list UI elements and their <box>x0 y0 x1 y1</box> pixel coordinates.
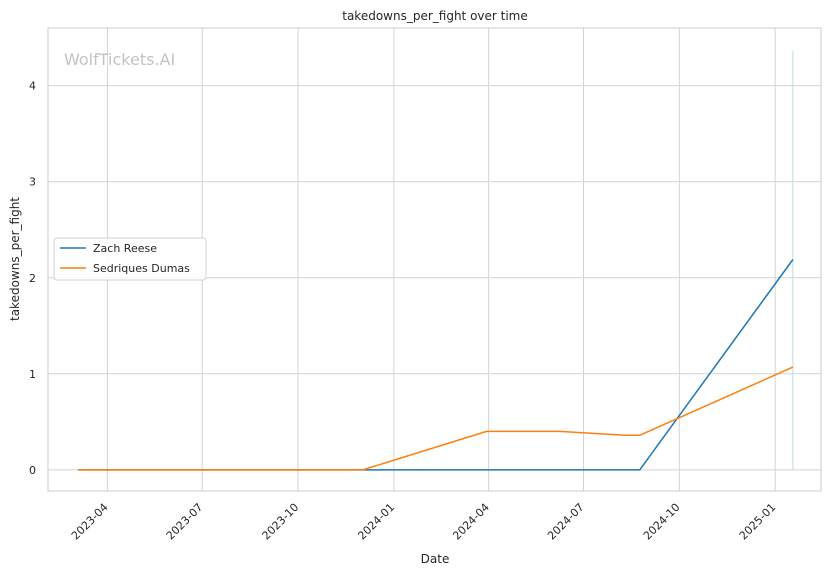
x-tick-label: 2023-04 <box>69 501 111 543</box>
x-tick-label: 2024-10 <box>641 501 683 543</box>
series-lines <box>78 51 794 471</box>
series-line-zach-reese <box>78 259 794 471</box>
y-tick-label: 4 <box>29 80 36 93</box>
watermark: WolfTickets.AI <box>64 50 175 69</box>
x-tick-label: 2024-07 <box>545 501 587 543</box>
x-tick-label: 2023-07 <box>164 501 206 543</box>
x-tick-label: 2024-01 <box>355 501 397 543</box>
y-tick-label: 3 <box>29 176 36 189</box>
y-tick-label: 1 <box>29 368 36 381</box>
legend: Zach Reese Sedriques Dumas <box>53 237 207 281</box>
legend-label-zach-reese: Zach Reese <box>93 242 157 255</box>
y-tick-labels: 0 1 2 3 4 <box>29 80 36 477</box>
x-tick-label: 2023-10 <box>260 501 302 543</box>
legend-box <box>53 237 207 281</box>
y-tick-label: 0 <box>29 464 36 477</box>
x-axis-title: Date <box>421 552 450 566</box>
x-tick-label: 2025-01 <box>737 501 779 543</box>
legend-label-sedriques-dumas: Sedriques Dumas <box>93 262 190 275</box>
chart-title: takedowns_per_fight over time <box>342 9 528 23</box>
plot-area <box>47 27 822 492</box>
x-tick-label: 2024-04 <box>450 501 492 543</box>
y-tick-label: 2 <box>29 272 36 285</box>
y-axis-title: takedowns_per_fight <box>8 197 22 321</box>
x-tick-labels: 2023-04 2023-07 2023-10 2024-01 2024-04 2024-… <box>69 501 778 543</box>
series-line-sedriques-dumas <box>78 366 794 471</box>
